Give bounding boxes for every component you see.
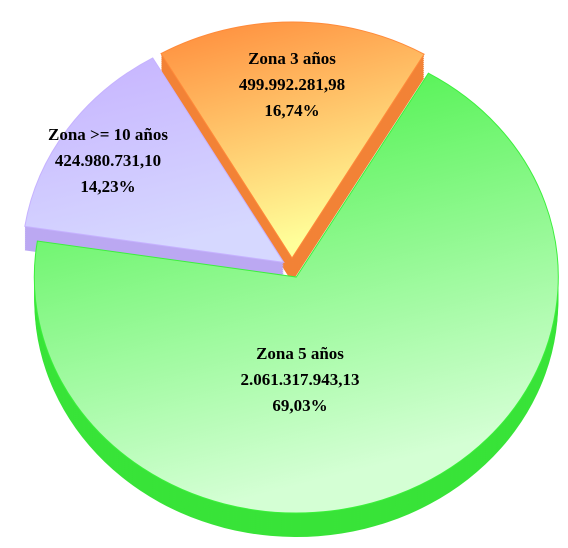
value-label: 424.980.731,10	[55, 151, 161, 170]
percent-label: 69,03%	[272, 396, 327, 415]
slice	[24, 57, 285, 263]
value-label: 499.992.281,98	[239, 75, 345, 94]
slice-label: Zona 3 años	[248, 49, 336, 68]
slice	[33, 72, 559, 514]
value-label: 2.061.317.943,13	[241, 370, 360, 389]
slice-label: Zona >= 10 años	[48, 125, 168, 144]
slice-label: Zona 5 años	[256, 344, 344, 363]
percent-label: 16,74%	[264, 101, 319, 120]
slice	[160, 21, 425, 259]
percent-label: 14,23%	[80, 177, 135, 196]
